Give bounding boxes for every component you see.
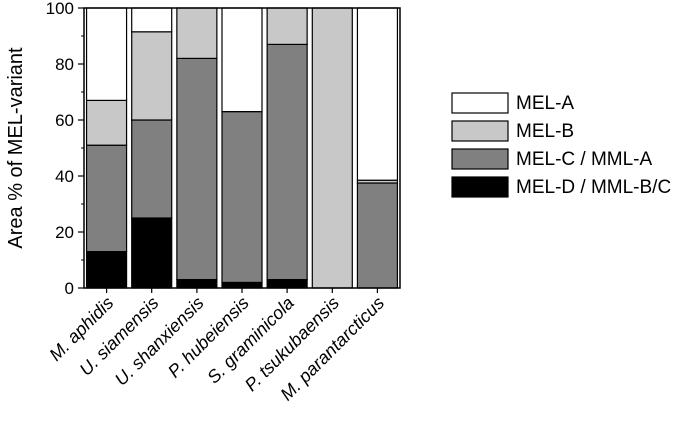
bar-segment-3-3 [176,7,218,60]
y-tick-label: 100 [46,0,74,18]
bar-segment-5-3 [266,7,308,46]
bar-segment-1-4 [85,7,128,102]
bar-segment-2-4 [131,7,173,33]
y-tick-label: 40 [55,167,74,186]
bar-segment-3-2 [176,57,218,281]
legend-swatch [451,176,509,198]
bar-segment-2-3 [131,31,173,121]
bar-segment-2-1 [131,217,173,289]
bar-segment-7-4 [356,7,399,181]
legend-label: MEL-B [516,121,574,142]
legend-label: MEL-A [516,93,574,114]
y-tick-label: 20 [55,223,74,242]
bar-segment-7-2 [356,182,399,289]
y-axis-title: Area % of MEL-variant [5,47,27,249]
bar-segment-6-3 [311,7,353,289]
bar-segment-3-1 [176,279,218,289]
y-tick-label: 80 [55,55,74,74]
legend-label: MEL-D / MML-B/C [516,177,671,198]
y-tick-label: 60 [55,111,74,130]
bar-segment-4-1 [221,281,263,289]
bar-segment-2-2 [131,119,173,219]
legend-swatch [451,148,509,170]
bar-segment-1-2 [85,144,128,253]
bars-layer [85,7,399,289]
bar-segment-1-3 [85,99,128,146]
legend-label: MEL-C / MML-A [516,149,653,170]
bar-segment-5-1 [266,279,308,289]
legend-swatch [451,120,509,142]
legend: MEL-A MEL-B MEL-C / MML-A MEL-D / MML-B/C [451,92,671,198]
bar-segment-1-1 [85,251,128,289]
bar-segment-4-4 [221,7,263,113]
bar-segment-4-2 [221,110,263,284]
legend-swatch [451,92,509,114]
bar-segment-5-2 [266,43,308,281]
y-tick-label: 0 [65,279,74,298]
